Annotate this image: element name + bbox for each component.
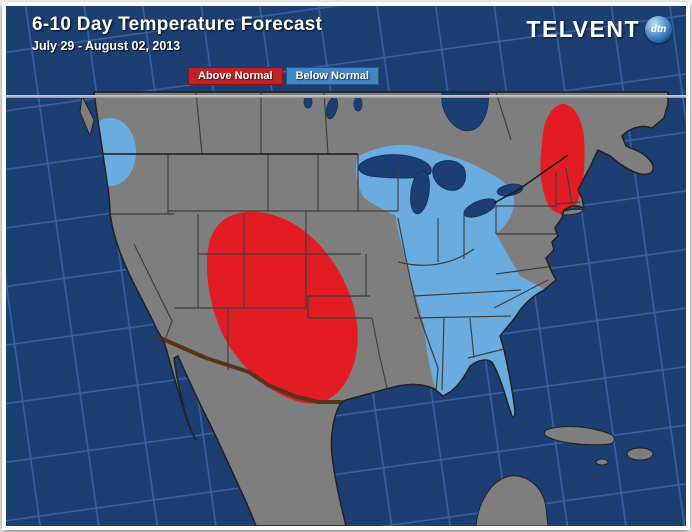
date-range: July 29 - August 02, 2013 <box>32 39 181 53</box>
lake-huron <box>432 160 467 191</box>
page-title: 6-10 Day Temperature Forecast <box>32 14 323 35</box>
forecast-map <box>6 6 686 526</box>
us-canada-border <box>103 153 569 204</box>
hispaniola-island <box>626 447 654 461</box>
us-mexico-border <box>157 335 344 404</box>
dtn-logo-badge: dtn <box>645 16 672 43</box>
state-borders <box>110 91 581 393</box>
jamaica-island <box>595 458 609 466</box>
lakes <box>303 91 524 218</box>
telvent-logo-text: TELVENT <box>526 16 640 42</box>
map-canvas: 6-10 Day Temperature Forecast July 29 - … <box>6 6 686 526</box>
legend: Above Normal Below Normal <box>188 67 379 85</box>
james-bay <box>441 91 490 132</box>
canada-lake-small-2 <box>353 96 363 112</box>
telvent-logo: TELVENT dtn <box>526 16 672 43</box>
header: 6-10 Day Temperature Forecast July 29 - … <box>32 14 322 53</box>
header-divider <box>6 95 686 98</box>
legend-above-normal: Above Normal <box>188 67 283 85</box>
vancouver-island <box>79 94 95 138</box>
cuba-island <box>543 426 615 446</box>
lake-superior <box>358 154 432 179</box>
legend-below-normal: Below Normal <box>285 67 379 85</box>
long-island <box>560 208 584 216</box>
lake-ontario <box>496 183 524 197</box>
yucatan-peninsula <box>475 475 549 526</box>
lake-michigan <box>410 169 430 215</box>
dtn-badge-text: dtn <box>650 24 667 35</box>
islands <box>79 94 654 526</box>
